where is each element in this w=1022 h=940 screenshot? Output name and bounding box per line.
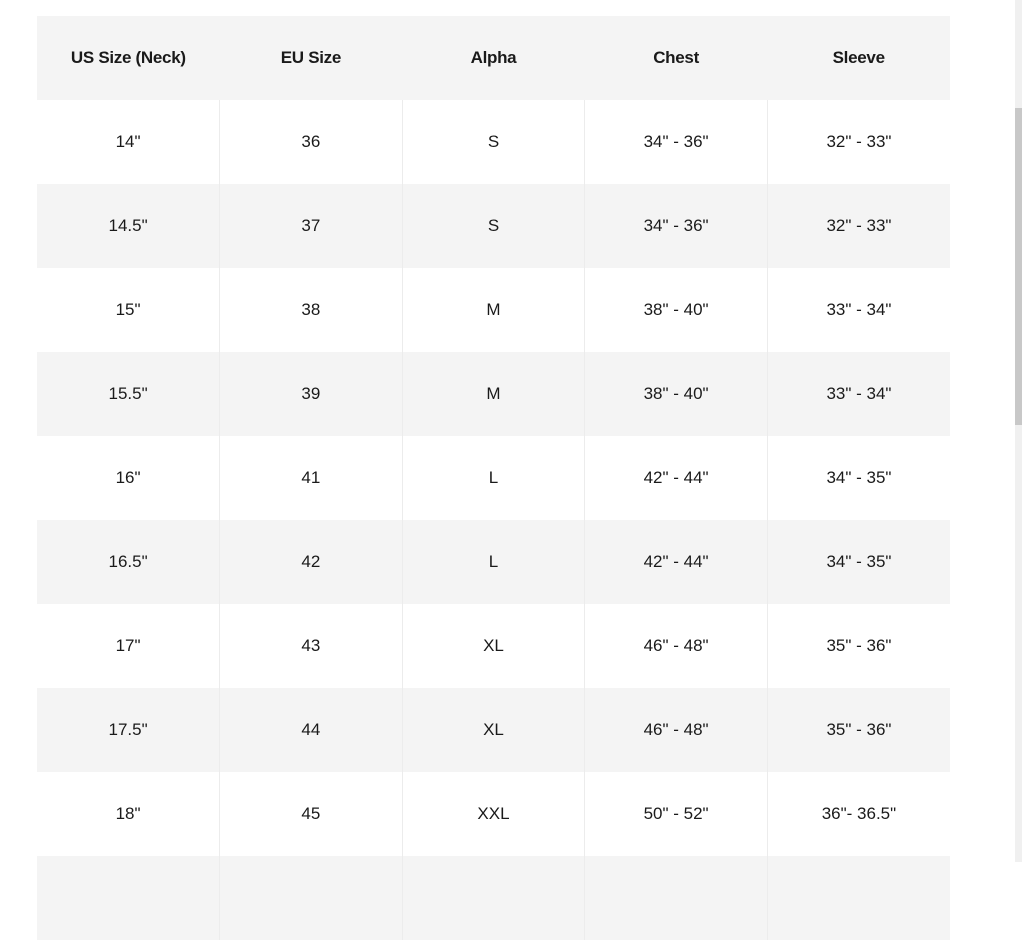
table-row: 16.5" 42 L 42" - 44" 34" - 35" — [37, 520, 950, 604]
column-header: Alpha — [402, 16, 585, 100]
table-cell: 46" - 48" — [584, 604, 768, 688]
table-cell — [767, 856, 950, 940]
table-cell: 38" - 40" — [584, 268, 768, 352]
column-header: Sleeve — [767, 16, 950, 100]
size-chart-table: US Size (Neck) EU Size Alpha Chest Sleeve 14… — [37, 16, 950, 940]
table-cell: S — [402, 100, 586, 184]
scrollbar-thumb[interactable] — [1015, 108, 1022, 425]
table-cell: XL — [402, 688, 586, 772]
table-cell: M — [402, 352, 586, 436]
table-cell: 34" - 36" — [584, 184, 768, 268]
table-cell: 17.5" — [37, 688, 221, 772]
table-cell: 43 — [219, 604, 403, 688]
table-cell: S — [402, 184, 586, 268]
table-cell: 35" - 36" — [767, 604, 950, 688]
table-cell: 16.5" — [37, 520, 221, 604]
table-cell: L — [402, 436, 586, 520]
table-cell — [402, 856, 586, 940]
table-row — [37, 856, 950, 940]
table-cell: 36 — [219, 100, 403, 184]
table-cell: 42" - 44" — [584, 520, 768, 604]
table-cell: M — [402, 268, 586, 352]
table-cell: 42" - 44" — [584, 436, 768, 520]
table-row: 14.5" 37 S 34" - 36" 32" - 33" — [37, 184, 950, 268]
table-cell: 35" - 36" — [767, 688, 950, 772]
column-header: US Size (Neck) — [37, 16, 220, 100]
table-cell: 38 — [219, 268, 403, 352]
column-header: Chest — [584, 16, 768, 100]
table-cell: 14" — [37, 100, 221, 184]
table-cell: 42 — [219, 520, 403, 604]
table-row: 15.5" 39 M 38" - 40" 33" - 34" — [37, 352, 950, 436]
table-cell: 14.5" — [37, 184, 221, 268]
table-cell: 15" — [37, 268, 221, 352]
table-row: 15" 38 M 38" - 40" 33" - 34" — [37, 268, 950, 352]
table-cell: 36"- 36.5" — [767, 772, 950, 856]
table-cell: 37 — [219, 184, 403, 268]
table-cell: 32" - 33" — [767, 184, 950, 268]
table-cell: 34" - 35" — [767, 436, 950, 520]
table-row: 14" 36 S 34" - 36" 32" - 33" — [37, 100, 950, 184]
table-cell: XL — [402, 604, 586, 688]
table-cell: 33" - 34" — [767, 268, 950, 352]
table-row: 17" 43 XL 46" - 48" 35" - 36" — [37, 604, 950, 688]
table-cell — [584, 856, 768, 940]
table-cell: 34" - 36" — [584, 100, 768, 184]
table-cell: 45 — [219, 772, 403, 856]
table-row: 16" 41 L 42" - 44" 34" - 35" — [37, 436, 950, 520]
table-cell: 50" - 52" — [584, 772, 768, 856]
table-cell: 17" — [37, 604, 221, 688]
table-cell: 16" — [37, 436, 221, 520]
table-row: 18" 45 XXL 50" - 52" 36"- 36.5" — [37, 772, 950, 856]
table-cell — [37, 856, 221, 940]
table-cell: 41 — [219, 436, 403, 520]
table-cell: 38" - 40" — [584, 352, 768, 436]
table-cell: L — [402, 520, 586, 604]
table-cell: 18" — [37, 772, 221, 856]
table-cell: 34" - 35" — [767, 520, 950, 604]
table-cell: 44 — [219, 688, 403, 772]
table-cell: 15.5" — [37, 352, 221, 436]
table-cell: 39 — [219, 352, 403, 436]
table-cell: 33" - 34" — [767, 352, 950, 436]
column-header: EU Size — [219, 16, 403, 100]
table-cell: 32" - 33" — [767, 100, 950, 184]
table-cell: XXL — [402, 772, 586, 856]
vertical-scrollbar[interactable] — [1015, 0, 1022, 862]
table-row: 17.5" 44 XL 46" - 48" 35" - 36" — [37, 688, 950, 772]
table-cell — [219, 856, 403, 940]
table-cell: 46" - 48" — [584, 688, 768, 772]
table-header-row: US Size (Neck) EU Size Alpha Chest Sleeve — [37, 16, 950, 100]
